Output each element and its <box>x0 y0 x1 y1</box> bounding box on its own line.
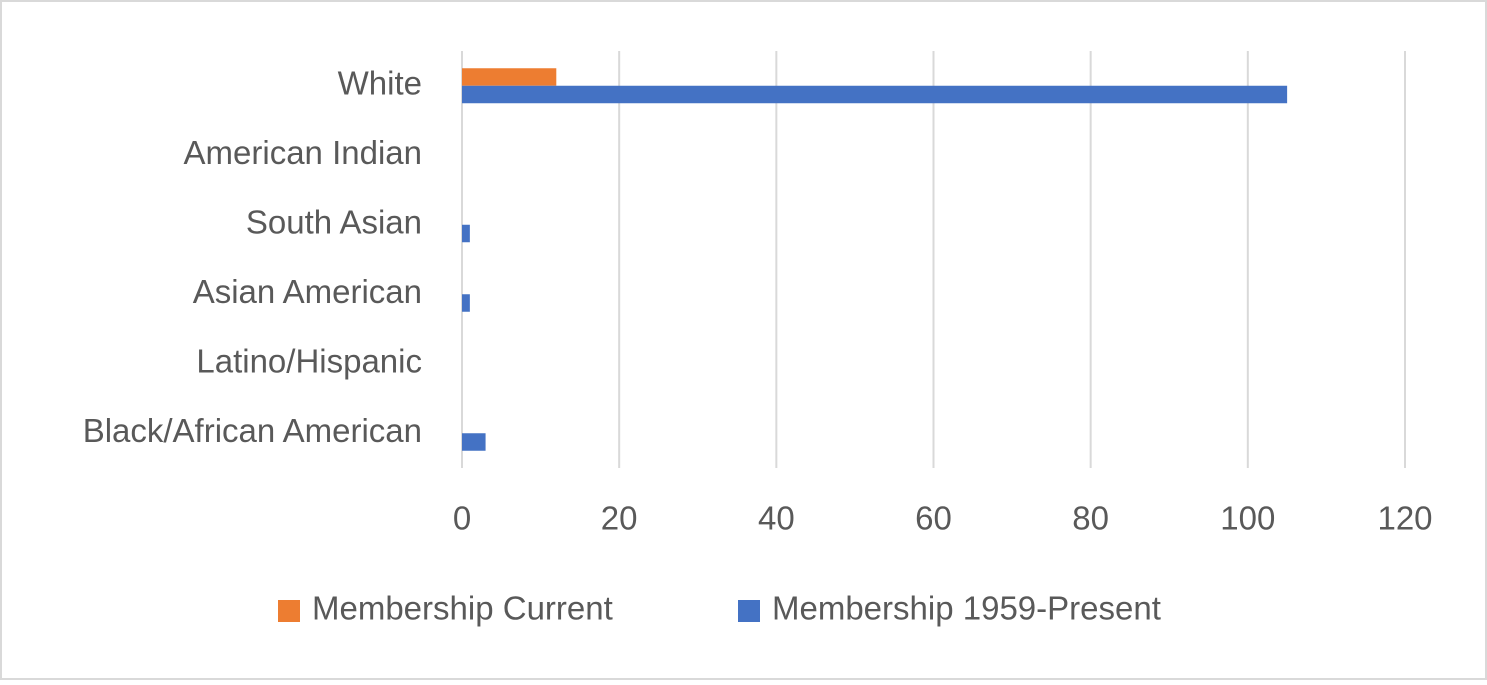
y-tick-label: American Indian <box>184 134 422 171</box>
y-tick-label: Asian American <box>193 273 422 310</box>
x-tick-label: 20 <box>601 500 638 537</box>
bar <box>462 433 486 451</box>
y-tick-label: Latino/Hispanic <box>196 342 422 379</box>
bar <box>462 294 470 312</box>
y-tick-label: White <box>338 64 422 101</box>
x-tick-label: 0 <box>453 500 471 537</box>
x-tick-label: 120 <box>1377 500 1432 537</box>
legend-swatch <box>738 600 760 622</box>
x-tick-label: 80 <box>1072 500 1109 537</box>
bar <box>462 85 1288 104</box>
legend-label: Membership 1959-Present <box>772 590 1161 627</box>
y-tick-label: Black/African American <box>83 412 422 449</box>
legend-swatch <box>278 600 300 622</box>
y-tick-label: South Asian <box>246 203 422 240</box>
x-tick-label: 40 <box>758 500 795 537</box>
plot-area <box>462 68 1288 451</box>
legend-label: Membership Current <box>312 590 613 627</box>
x-tick-label: 100 <box>1220 500 1275 537</box>
grid <box>461 51 1406 468</box>
bar <box>462 224 470 243</box>
bar <box>462 68 557 86</box>
x-tick-label: 60 <box>915 500 952 537</box>
